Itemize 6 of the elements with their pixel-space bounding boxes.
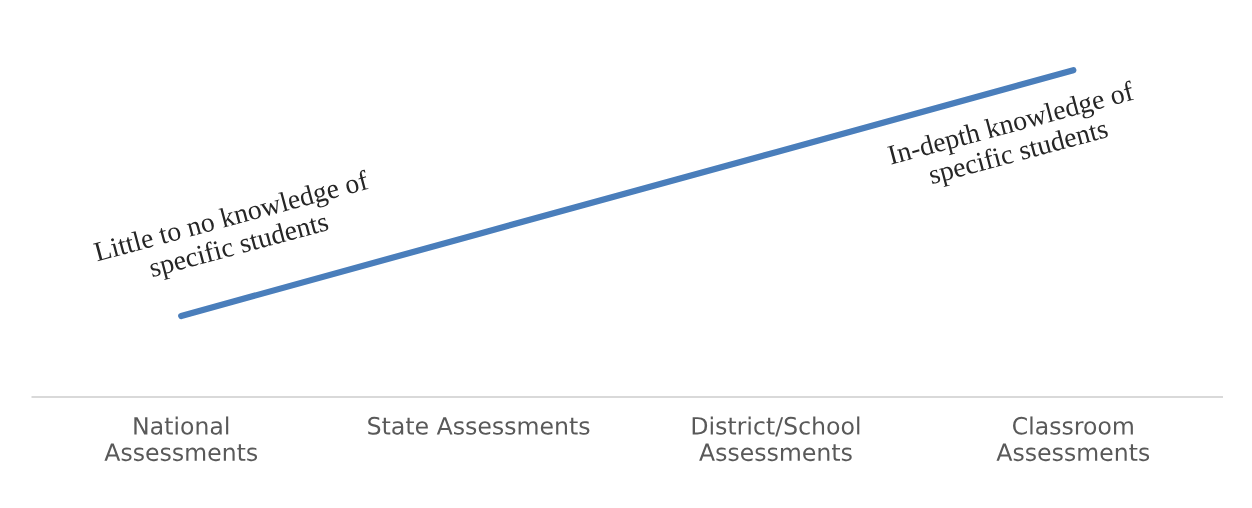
x-tick-label: State Assessments — [368, 416, 590, 435]
x-tick-label: Classroom Assessments — [996, 416, 1150, 462]
annotation: In-depth knowledge of specific students — [886, 80, 1137, 190]
x-tick-label: National Assessments — [104, 416, 258, 462]
annotation: Little to no knowledge of specific students — [92, 169, 372, 283]
x-tick-label: District/School Assessments — [692, 416, 860, 462]
